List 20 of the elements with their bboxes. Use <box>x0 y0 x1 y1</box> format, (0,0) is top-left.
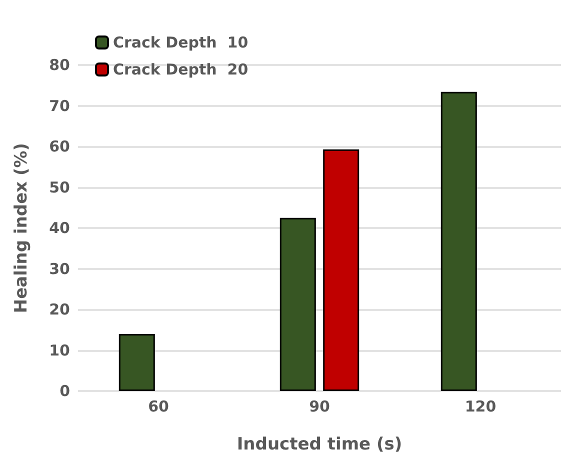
x-tick-label: 120 <box>464 398 496 416</box>
y-tick-label: 70 <box>49 96 70 115</box>
bar <box>323 149 360 391</box>
x-tick-label: 90 <box>309 398 330 416</box>
y-tick-label: 50 <box>49 178 70 196</box>
y-tick-label: 20 <box>49 300 70 318</box>
bar <box>118 334 155 391</box>
x-axis-title: Inducted time (s) <box>236 434 402 454</box>
y-tick-label: 60 <box>49 138 70 156</box>
y-tick-label: 0 <box>60 382 70 400</box>
bar <box>440 92 477 391</box>
y-tick-label: 30 <box>49 260 70 278</box>
legend-label: Crack Depth 20 <box>113 60 248 78</box>
y-tick-label: 10 <box>49 341 70 360</box>
x-tick-label: 60 <box>148 398 169 416</box>
y-axis-title: Healing index (%) <box>12 142 32 314</box>
bar <box>280 218 316 391</box>
legend-label: Crack Depth 10 <box>113 34 248 52</box>
y-tick-label: 80 <box>49 56 70 74</box>
y-tick-label: 40 <box>49 219 70 237</box>
